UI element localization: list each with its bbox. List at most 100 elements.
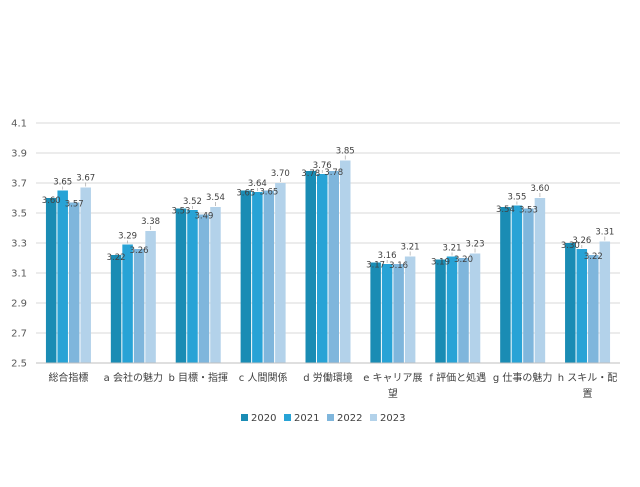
data-label: 3.30 <box>561 241 580 251</box>
bar-2020[interactable] <box>565 243 576 363</box>
data-label: 3.70 <box>271 169 290 179</box>
category-label: 望 <box>388 387 398 400</box>
data-label: 3.22 <box>584 252 603 262</box>
data-label: 3.16 <box>389 261 408 271</box>
y-tick-label: 2.7 <box>11 329 27 340</box>
bar-2023[interactable] <box>275 183 286 363</box>
data-label: 3.53 <box>172 207 191 217</box>
category-label: c 人間関係 <box>239 372 288 384</box>
data-label: 3.26 <box>130 246 149 256</box>
bar-2021[interactable] <box>122 244 133 364</box>
bar-2023[interactable] <box>534 198 546 363</box>
bar-2021[interactable] <box>187 210 198 363</box>
data-label: 3.29 <box>118 232 137 242</box>
y-tick-label: 3.3 <box>11 239 27 250</box>
bar-2022[interactable] <box>263 190 275 364</box>
data-labels: 3.603.653.573.673.223.293.263.383.533.52… <box>42 147 615 272</box>
category-label: 置 <box>583 388 593 400</box>
data-label: 3.31 <box>595 228 614 238</box>
bar-2021[interactable] <box>381 264 393 363</box>
bar-2020[interactable] <box>110 255 122 363</box>
bar-2022[interactable] <box>588 255 599 363</box>
bar-2023[interactable] <box>145 231 156 363</box>
bar-2022[interactable] <box>133 249 145 363</box>
data-label: 3.38 <box>141 217 160 227</box>
category-label: d 労働環境 <box>303 371 353 384</box>
data-label: 3.54 <box>206 193 225 203</box>
bar-2023[interactable] <box>340 160 351 364</box>
legend-label-2021[interactable]: 2021 <box>294 413 319 424</box>
data-label: 3.22 <box>107 253 126 263</box>
data-label: 3.85 <box>336 147 355 157</box>
bar-2021[interactable] <box>252 192 263 363</box>
legend-swatch-2021[interactable] <box>284 414 291 421</box>
legend-label-2020[interactable]: 2020 <box>251 413 276 424</box>
data-label: 3.53 <box>519 206 538 216</box>
legend-swatch-2023[interactable] <box>370 414 377 421</box>
y-axis: 2.5 2.7 2.9 3.1 3.3 3.5 3.7 3.9 4.1 <box>11 119 27 370</box>
bars <box>45 160 611 364</box>
y-tick-label: 3.9 <box>11 149 27 160</box>
data-label: 3.65 <box>53 178 72 188</box>
data-label: 3.20 <box>454 255 473 265</box>
y-tick-label: 4.1 <box>11 119 27 130</box>
bar-2023[interactable] <box>210 207 221 363</box>
bar-2021[interactable] <box>446 256 458 364</box>
data-label: 3.26 <box>572 236 591 246</box>
data-label: 3.78 <box>301 169 320 179</box>
bar-2022[interactable] <box>198 214 210 364</box>
data-label: 3.16 <box>378 251 397 261</box>
data-label: 3.54 <box>496 205 515 215</box>
category-label: 総合指標 <box>48 371 88 384</box>
data-label: 3.17 <box>366 261 385 271</box>
bar-2023[interactable] <box>80 187 91 364</box>
data-label: 3.67 <box>76 174 95 184</box>
data-label: 3.57 <box>65 200 84 210</box>
legend-label-2022[interactable]: 2022 <box>337 413 362 424</box>
data-label: 3.65 <box>236 189 255 199</box>
bar-2023[interactable] <box>404 256 416 364</box>
bar-2023[interactable] <box>599 241 611 364</box>
legend-swatch-2020[interactable] <box>241 414 248 421</box>
data-label: 3.60 <box>530 184 549 194</box>
bar-2021[interactable] <box>576 249 588 363</box>
bar-2021[interactable] <box>317 174 328 363</box>
bar-2020[interactable] <box>370 262 381 364</box>
legend-label-2023[interactable]: 2023 <box>380 413 405 424</box>
legend-swatch-2022[interactable] <box>327 414 334 421</box>
y-tick-label: 3.5 <box>11 209 27 220</box>
data-label: 3.52 <box>183 197 202 207</box>
data-label: 3.21 <box>401 243 420 253</box>
bar-2022[interactable] <box>328 171 340 363</box>
bar-2022[interactable] <box>458 258 469 363</box>
y-tick-label: 3.7 <box>11 179 27 190</box>
category-label: g 仕事の魅力 <box>493 371 553 384</box>
y-tick-label: 2.5 <box>11 359 27 370</box>
bar-2020[interactable] <box>435 259 446 364</box>
data-label: 3.76 <box>313 161 332 171</box>
gridlines <box>36 122 620 364</box>
category-label: f 評価と処遇 <box>429 371 486 384</box>
bar-2020[interactable] <box>305 171 317 363</box>
bar-2021[interactable] <box>57 190 68 364</box>
bar-2022[interactable] <box>393 264 404 363</box>
bar-2022[interactable] <box>523 208 534 364</box>
bar-2021[interactable] <box>511 205 523 364</box>
data-label: 3.78 <box>324 168 343 178</box>
data-label: 3.19 <box>431 258 450 268</box>
data-label: 3.64 <box>248 179 267 189</box>
bar-2020[interactable] <box>500 207 511 363</box>
bar-2020[interactable] <box>45 198 57 363</box>
y-tick-label: 3.1 <box>11 269 27 280</box>
data-label: 3.21 <box>443 244 462 254</box>
bar-2022[interactable] <box>68 202 80 364</box>
data-label: 3.49 <box>195 212 214 222</box>
bar-2023[interactable] <box>469 253 481 364</box>
legend[interactable]: 2020 2021 2022 2023 <box>241 413 405 424</box>
bar-2020[interactable] <box>175 208 187 364</box>
data-label: 3.55 <box>507 193 526 203</box>
data-label: 3.60 <box>42 196 61 206</box>
bar-2020[interactable] <box>240 190 252 364</box>
